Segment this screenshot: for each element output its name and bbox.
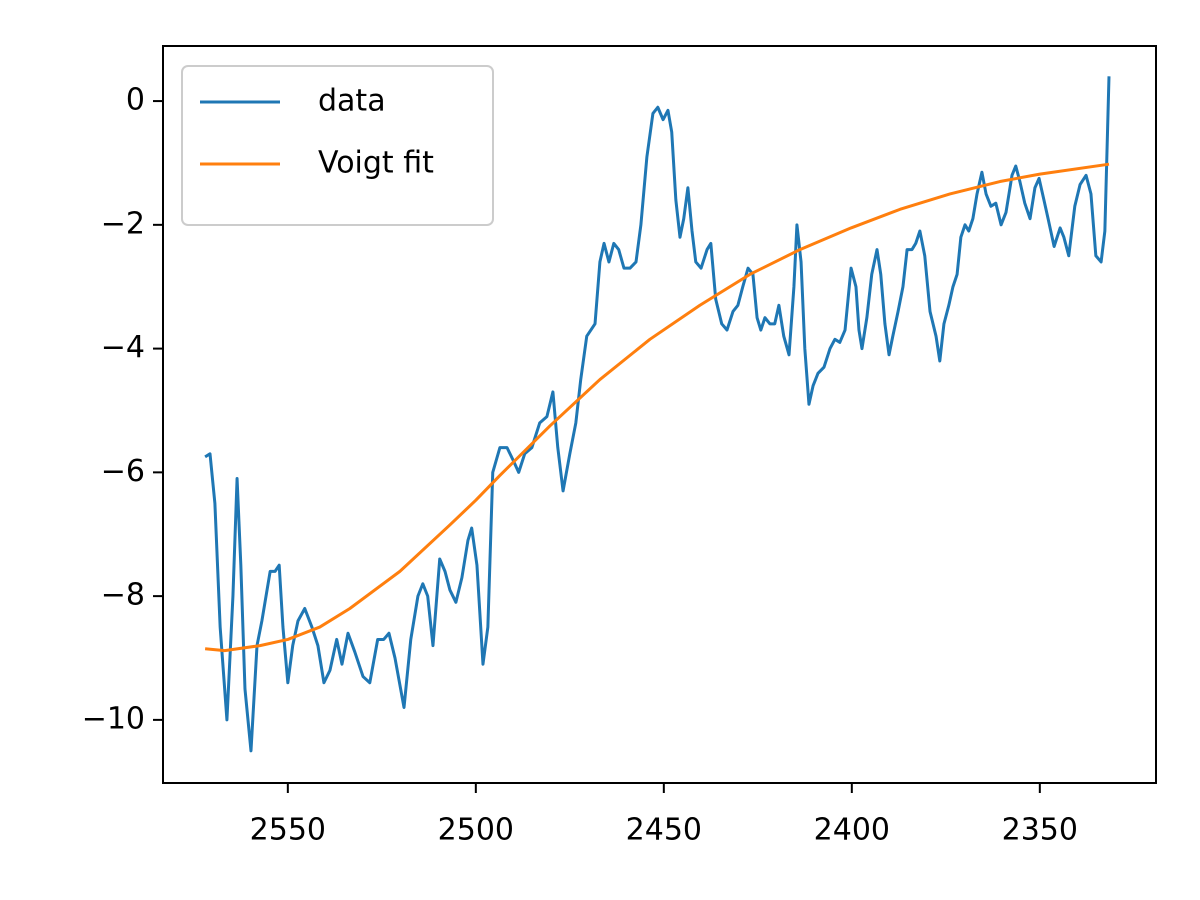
plot-frame xyxy=(162,45,1157,784)
legend-label: Voigt fit xyxy=(318,146,434,181)
legend: data Voigt fit xyxy=(181,65,494,226)
x-tick-label: 2350 xyxy=(1002,813,1078,848)
legend-box xyxy=(181,65,494,226)
y-tick-label: −10 xyxy=(82,701,145,736)
y-tick-label: 0 xyxy=(126,83,145,118)
x-tick-label: 2450 xyxy=(626,813,702,848)
series-line xyxy=(204,162,1110,653)
y-tick-label: −4 xyxy=(101,330,145,365)
x-tick-label: 2400 xyxy=(814,813,890,848)
x-tick-label: 2500 xyxy=(438,813,514,848)
x-tick-label: 2550 xyxy=(250,813,326,848)
y-tick-label: −8 xyxy=(101,578,145,613)
y-tick-label: −6 xyxy=(101,454,145,489)
y-tick-label: −2 xyxy=(101,206,145,241)
series-line xyxy=(204,76,1111,753)
legend-label: data xyxy=(318,84,386,119)
